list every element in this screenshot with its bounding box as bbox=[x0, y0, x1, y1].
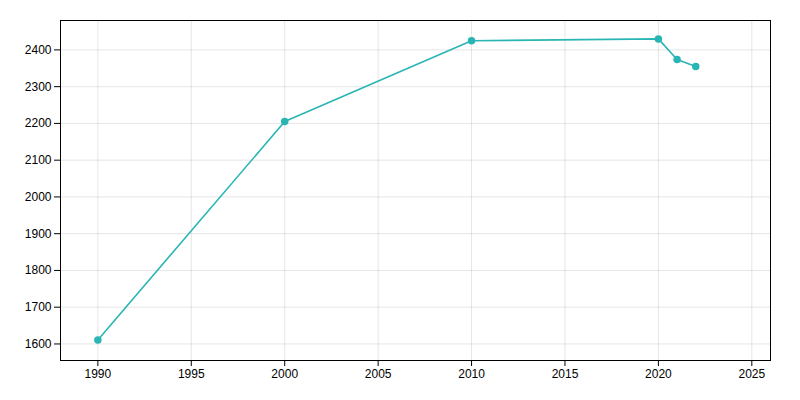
svg-text:2000: 2000 bbox=[25, 190, 52, 204]
svg-text:2000: 2000 bbox=[271, 367, 298, 381]
svg-text:2300: 2300 bbox=[25, 80, 52, 94]
svg-text:1900: 1900 bbox=[25, 227, 52, 241]
svg-text:2200: 2200 bbox=[25, 116, 52, 130]
svg-text:1700: 1700 bbox=[25, 300, 52, 314]
svg-text:1800: 1800 bbox=[25, 263, 52, 277]
svg-text:1990: 1990 bbox=[85, 367, 112, 381]
svg-text:1600: 1600 bbox=[25, 337, 52, 351]
svg-text:2010: 2010 bbox=[458, 367, 485, 381]
svg-text:2015: 2015 bbox=[552, 367, 579, 381]
svg-text:1995: 1995 bbox=[178, 367, 205, 381]
svg-text:2100: 2100 bbox=[25, 153, 52, 167]
svg-text:2400: 2400 bbox=[25, 43, 52, 57]
svg-text:2020: 2020 bbox=[645, 367, 672, 381]
svg-text:2005: 2005 bbox=[365, 367, 392, 381]
svg-text:2025: 2025 bbox=[738, 367, 765, 381]
